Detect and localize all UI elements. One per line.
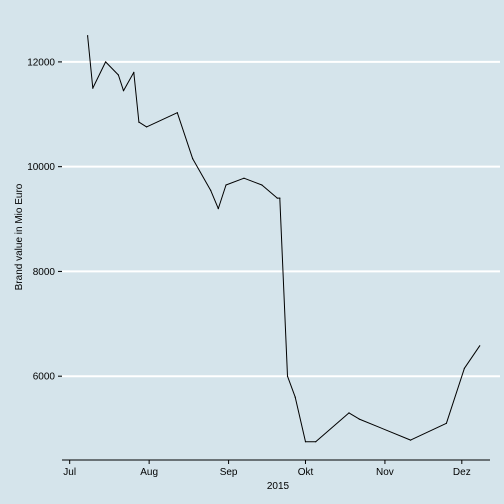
data-point-1	[92, 87, 94, 89]
gridlines	[62, 60, 500, 378]
data-point-25	[463, 367, 465, 369]
x-tick-label-nov: Nov	[376, 467, 394, 478]
y-tick-label-12000: 12000	[27, 57, 55, 68]
data-point-24	[445, 422, 447, 424]
data-point-15	[276, 197, 278, 199]
data-point-18	[294, 396, 296, 398]
data-point-10	[210, 189, 212, 191]
x-tick-label-sep: Sep	[220, 467, 238, 478]
data-point-17	[286, 375, 289, 377]
series-layer	[87, 35, 481, 443]
y-axis-ticks: 6000 8000 10000 12000	[27, 57, 62, 383]
data-point-20	[315, 441, 317, 443]
data-point-11	[217, 208, 219, 210]
data-point-12	[225, 184, 227, 186]
data-point-6	[138, 121, 140, 123]
x-tick-label-jul: Jul	[63, 467, 76, 478]
y-tick-label-10000: 10000	[27, 162, 55, 173]
data-point-13	[243, 177, 245, 179]
data-point-16	[279, 197, 281, 199]
data-point-3	[117, 74, 119, 76]
data-point-0	[87, 35, 89, 37]
x-axis-title: 2015	[267, 481, 290, 492]
y-tick-label-8000: 8000	[33, 267, 56, 278]
data-point-2	[105, 61, 107, 63]
data-point-21	[348, 412, 350, 414]
x-axis-ticks: Jul Aug Sep Okt Nov Dez	[63, 460, 471, 478]
x-tick-label-dez: Dez	[453, 467, 471, 478]
y-axis-title: Brand value in Mio Euro	[14, 183, 25, 290]
data-point-19	[304, 441, 307, 443]
data-point-5	[133, 71, 135, 73]
x-tick-label-okt: Okt	[298, 467, 314, 478]
data-point-7	[146, 126, 148, 128]
x-tick-label-aug: Aug	[140, 467, 158, 478]
data-point-23	[410, 439, 412, 441]
data-point-8	[176, 112, 178, 114]
data-point-4	[122, 90, 125, 92]
y-tick-label-6000: 6000	[33, 372, 56, 383]
data-point-22	[358, 418, 360, 420]
data-point-26	[479, 345, 481, 347]
data-point-9	[192, 158, 194, 160]
data-point-14	[261, 184, 263, 186]
